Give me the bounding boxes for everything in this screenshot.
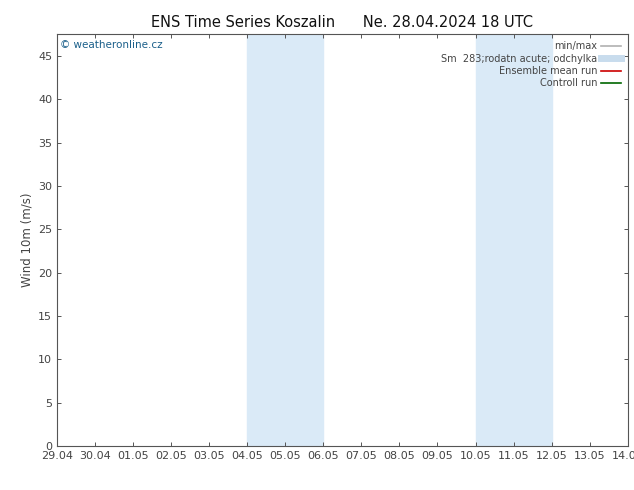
Bar bbox=[476, 34, 552, 446]
Bar bbox=[247, 34, 323, 446]
Title: ENS Time Series Koszalin      Ne. 28.04.2024 18 UTC: ENS Time Series Koszalin Ne. 28.04.2024 … bbox=[152, 15, 533, 30]
Legend: min/max, Sm  283;rodatn acute; odchylka, Ensemble mean run, Controll run: min/max, Sm 283;rodatn acute; odchylka, … bbox=[439, 39, 623, 90]
Y-axis label: Wind 10m (m/s): Wind 10m (m/s) bbox=[21, 193, 34, 287]
Text: © weatheronline.cz: © weatheronline.cz bbox=[60, 41, 162, 50]
